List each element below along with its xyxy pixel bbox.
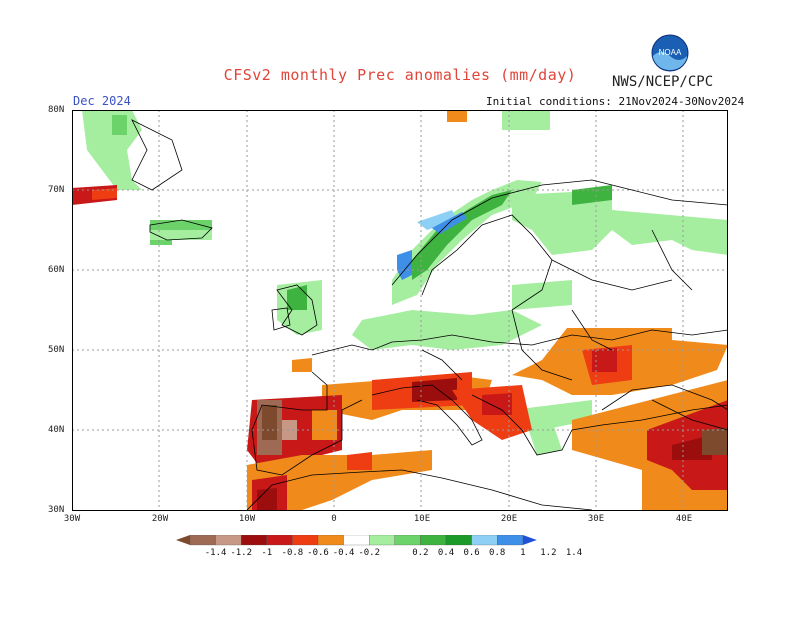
colorbar-label: -0.8 bbox=[281, 548, 304, 558]
uk-wet-strong bbox=[287, 285, 307, 310]
lat-label-60n: 60N bbox=[48, 265, 65, 275]
colorbar-cell bbox=[215, 535, 242, 546]
colorbar-label: -0.4 bbox=[332, 548, 355, 558]
colorbar-label: -0.2 bbox=[358, 548, 381, 558]
coastlines-borders bbox=[131, 119, 728, 511]
wet-anomaly-cells bbox=[82, 110, 728, 455]
brittany-dry-cell bbox=[292, 358, 312, 372]
greenland-wet-cell-strong bbox=[112, 115, 127, 135]
colorbar-cell bbox=[241, 535, 267, 546]
central-europe-wet bbox=[352, 310, 542, 350]
lon-label-20e: 20E bbox=[500, 514, 518, 524]
anomaly-map bbox=[72, 110, 728, 511]
norway-wet-strong bbox=[412, 190, 512, 280]
colorbar-cell bbox=[266, 535, 293, 546]
noaa-logo: NOAA bbox=[651, 34, 689, 72]
lon-label-10w: 10W bbox=[238, 514, 256, 524]
map-graticule bbox=[72, 110, 728, 511]
svalbard-dry-cell bbox=[447, 110, 467, 122]
initial-conditions: Initial conditions: 21Nov2024-30Nov2024 bbox=[486, 95, 745, 108]
norway-wet-band bbox=[392, 180, 542, 305]
greenland-dry-edge bbox=[92, 188, 117, 200]
forecast-month: Dec 2024 bbox=[73, 94, 131, 108]
colorbar-cell bbox=[394, 535, 421, 546]
lat-label-50n: 50N bbox=[48, 345, 65, 355]
lat-label-40n: 40N bbox=[48, 425, 65, 435]
logo-text: NOAA bbox=[659, 48, 682, 57]
colorbar-cell bbox=[317, 535, 344, 546]
greece-wet-cell bbox=[527, 420, 562, 455]
chart-title: CFSv2 monthly Prec anomalies (mm/day) bbox=[223, 66, 577, 84]
lon-label-30w: 30W bbox=[63, 514, 81, 524]
colorbar-label: 0.8 bbox=[489, 548, 506, 558]
colorbar-label: -1.4 bbox=[204, 548, 227, 558]
lon-label-40e: 40E bbox=[675, 514, 693, 524]
colorbar-cell bbox=[189, 535, 216, 546]
dry-anomaly-cells bbox=[72, 110, 728, 510]
svalbard-wet-cell bbox=[502, 110, 550, 130]
colorbar-label: -1.2 bbox=[230, 548, 253, 558]
adriatic-dry-core bbox=[482, 393, 512, 415]
poland-wet-cell bbox=[512, 280, 572, 310]
lon-label-10e: 10E bbox=[413, 514, 431, 524]
colorbar bbox=[176, 535, 537, 546]
colorbar-cell bbox=[343, 535, 370, 546]
finland-wet-cell bbox=[512, 190, 612, 255]
italy-dry-core bbox=[412, 378, 457, 402]
colorbar-left-arrow bbox=[176, 535, 190, 545]
norway-lightblue-cell bbox=[417, 210, 457, 230]
colorbar-label: 1.2 bbox=[540, 548, 557, 558]
iberia-brown-core bbox=[262, 405, 277, 440]
colorbar-label: 1 bbox=[520, 548, 526, 558]
colorbar-label: 0.2 bbox=[412, 548, 429, 558]
russia-wet-cell bbox=[612, 210, 728, 255]
iceland-wet-cell-light bbox=[150, 230, 212, 240]
colorbar-cell bbox=[471, 535, 498, 546]
colorbar-cell bbox=[497, 535, 523, 546]
iberia-east-dry bbox=[312, 410, 337, 440]
colorbar-label: 0.4 bbox=[437, 548, 455, 558]
lat-label-70n: 70N bbox=[48, 185, 65, 195]
tunisia-dry-cell bbox=[347, 452, 372, 470]
colorbar-label: 1.4 bbox=[565, 548, 583, 558]
norway-blue-cell bbox=[397, 250, 412, 280]
lon-label-20w: 20W bbox=[151, 514, 169, 524]
colorbar-right-arrow bbox=[522, 535, 537, 545]
colorbar-cell bbox=[292, 535, 319, 546]
morocco-dry-core bbox=[257, 488, 277, 510]
colorbar-cell bbox=[369, 535, 395, 546]
lon-label-0: 0 bbox=[331, 514, 337, 524]
lon-label-30e: 30E bbox=[587, 514, 605, 524]
maghreb-dry-cell bbox=[247, 450, 432, 510]
colorbar-cell bbox=[445, 535, 472, 546]
lat-label-30n: 30N bbox=[48, 505, 65, 515]
colorbar-cell bbox=[420, 535, 447, 546]
agency-label: NWS/NCEP/CPC bbox=[612, 74, 714, 90]
ukraine-dry-core bbox=[592, 348, 617, 372]
colorbar-label: -1 bbox=[261, 548, 273, 558]
iberia-light-brown bbox=[282, 420, 297, 440]
lat-label-80n: 80N bbox=[48, 105, 65, 115]
colorbar-label: 0.6 bbox=[463, 548, 480, 558]
colorbar-label: -0.6 bbox=[307, 548, 329, 558]
middle-east-brown-cell bbox=[702, 428, 728, 455]
